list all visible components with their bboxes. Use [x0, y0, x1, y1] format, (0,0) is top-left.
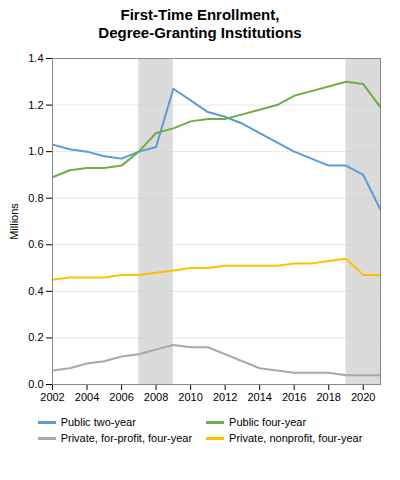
- svg-text:0.0: 0.0: [28, 378, 43, 390]
- svg-text:2010: 2010: [178, 391, 202, 403]
- svg-text:0.2: 0.2: [28, 331, 43, 343]
- svg-text:2014: 2014: [247, 391, 271, 403]
- svg-text:1.4: 1.4: [28, 52, 43, 64]
- svg-text:2020: 2020: [351, 391, 375, 403]
- svg-text:1.2: 1.2: [28, 99, 43, 111]
- svg-text:2008: 2008: [144, 391, 168, 403]
- svg-text:1.0: 1.0: [28, 145, 43, 157]
- svg-text:0.4: 0.4: [28, 285, 43, 297]
- html-text:Private, for-profit, four-year: Private, for-profit, four-year: [60, 432, 193, 444]
- svg-text:2002: 2002: [40, 391, 64, 403]
- svg-text:2006: 2006: [109, 391, 133, 403]
- html-text:Private, nonprofit, four-year: Private, nonprofit, four-year: [229, 432, 363, 444]
- html-text:First-Time Enrollment, Degree-: First-Time Enrollment, Degree-Granting I…: [98, 6, 302, 41]
- svg-text:0.8: 0.8: [28, 192, 43, 204]
- svg-text:2004: 2004: [75, 391, 99, 403]
- html-text:Public two-year: Public two-year: [60, 416, 136, 428]
- svg-text:2012: 2012: [213, 391, 237, 403]
- svg-text:0.6: 0.6: [28, 238, 43, 250]
- svg-text:2018: 2018: [316, 391, 340, 403]
- svg-text:Millions: Millions: [8, 203, 20, 240]
- html-text:Public four-year: Public four-year: [229, 416, 307, 428]
- svg-text:2016: 2016: [282, 391, 306, 403]
